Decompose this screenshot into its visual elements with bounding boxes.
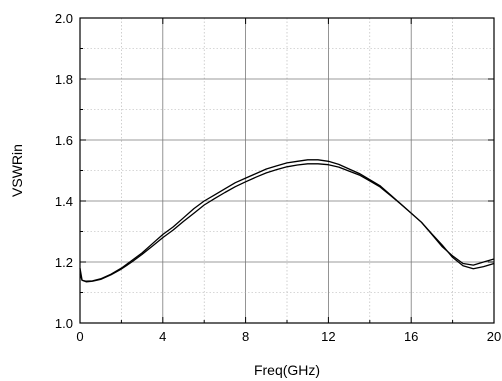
- y-tick-label: 1.6: [55, 133, 73, 148]
- x-tick-label: 20: [487, 329, 501, 344]
- y-tick-label: 1.2: [55, 255, 73, 270]
- grid: [80, 18, 494, 323]
- x-tick-label: 0: [76, 329, 83, 344]
- y-tick-label: 1.4: [55, 194, 73, 209]
- tick-labels: 0 4 8 12 16 20 1.0 1.2 1.4 1.6 1.8 2.0: [55, 11, 501, 344]
- series-group: [79, 159, 495, 283]
- x-axis-label: Freq(GHz): [254, 362, 320, 378]
- x-tick-label: 4: [159, 329, 166, 344]
- series-line-1: [79, 159, 495, 282]
- ticks: [79, 17, 495, 324]
- series-line-2: [79, 163, 495, 283]
- x-tick-label: 16: [404, 329, 418, 344]
- y-tick-label: 1.8: [55, 72, 73, 87]
- x-tick-label: 12: [321, 329, 335, 344]
- y-axis-label: VSWRin: [9, 144, 25, 197]
- y-tick-label: 1.0: [55, 316, 73, 331]
- x-tick-label: 8: [242, 329, 249, 344]
- y-tick-label: 2.0: [55, 11, 73, 26]
